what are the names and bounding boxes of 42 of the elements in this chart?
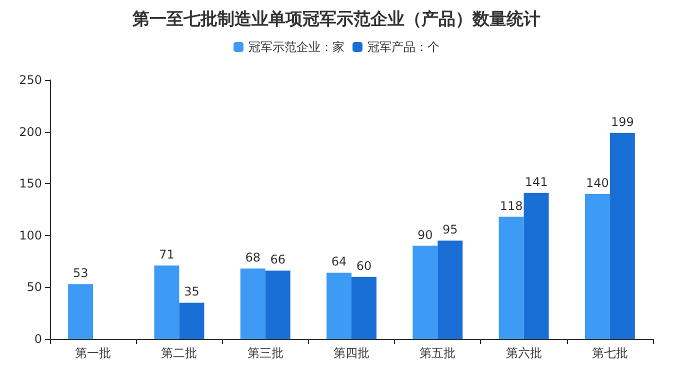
data-label: 71: [159, 247, 174, 262]
data-label: 64: [331, 254, 347, 269]
legend-label: 冠军产品：个: [368, 40, 440, 54]
bar: [412, 246, 438, 339]
bar: [179, 302, 204, 339]
bar: [584, 194, 610, 339]
data-label: 53: [72, 266, 88, 280]
y-tick-label: 150: [19, 176, 42, 191]
chart-title: 第一至七批制造业单项冠军示范企业（产品）数量统计: [132, 10, 540, 30]
y-tick-label: 100: [19, 228, 42, 242]
x-tick-label: 第五批: [420, 346, 456, 360]
bar: [524, 192, 549, 339]
data-label: 140: [586, 176, 609, 190]
data-label: 118: [500, 198, 523, 213]
x-tick-label: 第一批: [75, 346, 112, 360]
x-tick-label: 第三批: [247, 346, 284, 360]
data-label: 199: [610, 114, 634, 129]
data-label: 66: [270, 252, 286, 267]
bar: [498, 216, 524, 339]
data-label: 35: [184, 284, 200, 299]
y-tick-label: 200: [19, 124, 42, 139]
x-tick-label: 第六批: [506, 346, 542, 360]
legend-label: 冠军示范企业：家: [248, 40, 344, 54]
y-tick-label: 50: [26, 280, 42, 294]
bar: [265, 270, 290, 339]
bar: [610, 132, 635, 339]
bar: [438, 240, 463, 339]
data-label: 68: [245, 250, 261, 265]
x-tick-label: 第七批: [592, 346, 628, 360]
data-label: 60: [356, 258, 372, 273]
x-tick-label: 第二批: [161, 346, 198, 360]
data-label: 90: [418, 228, 433, 242]
bar: [154, 265, 180, 339]
bar: [352, 276, 376, 339]
y-tick-label: 0: [34, 332, 42, 346]
bar: [68, 284, 94, 339]
y-tick-label: 250: [19, 73, 42, 87]
bar: [240, 268, 266, 339]
bar: [326, 272, 352, 339]
data-label: 141: [524, 174, 548, 189]
x-tick-label: 第四批: [334, 346, 370, 360]
data-label: 95: [442, 222, 458, 237]
